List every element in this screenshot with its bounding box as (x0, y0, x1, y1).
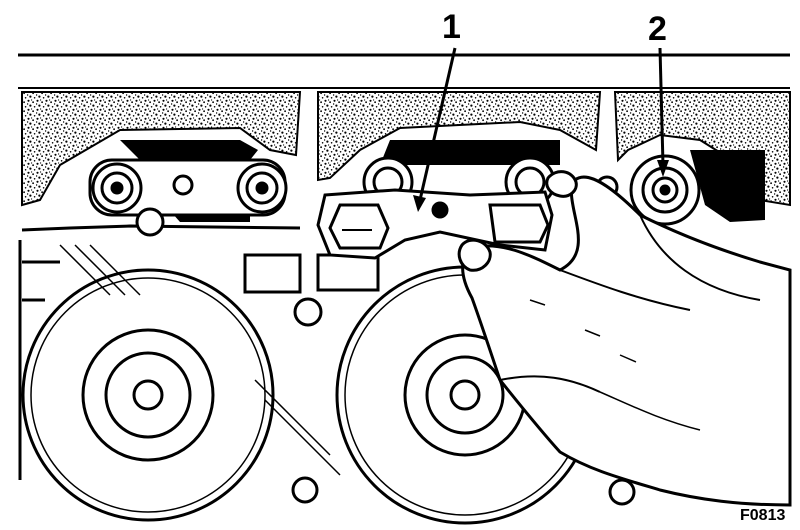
head-face-outline (18, 224, 380, 480)
head-top-rail (18, 53, 790, 89)
hand (457, 170, 792, 507)
follower-pair-left (88, 158, 288, 237)
bolt-holes (291, 297, 636, 506)
figure-code: F0813 (740, 507, 786, 524)
leader-lines (418, 47, 665, 201)
dark-recesses (120, 140, 765, 222)
callout-label-1: 1 (442, 8, 461, 46)
stippled-casting (21, 91, 791, 207)
leader-arrowheads (413, 160, 669, 212)
sprocket-left (21, 268, 275, 522)
retaining-tool (316, 188, 554, 260)
callout-label-2: 2 (648, 10, 667, 48)
